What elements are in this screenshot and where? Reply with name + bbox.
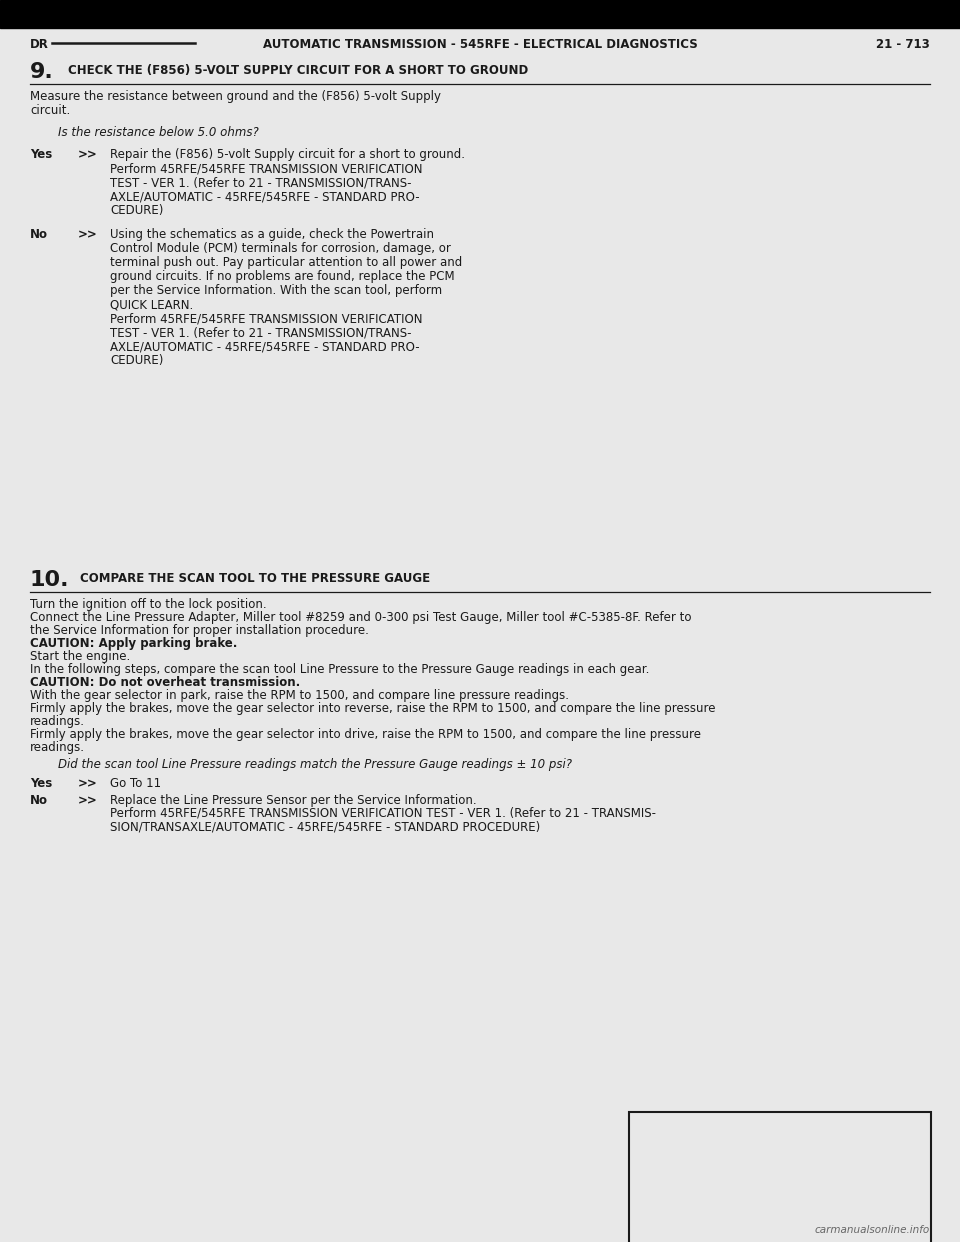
Text: SION/TRANSAXLE/AUTOMATIC - 45RFE/545RFE - STANDARD PROCEDURE): SION/TRANSAXLE/AUTOMATIC - 45RFE/545RFE … <box>110 820 540 833</box>
Text: COMPARE THE SCAN TOOL TO THE PRESSURE GAUGE: COMPARE THE SCAN TOOL TO THE PRESSURE GA… <box>80 573 430 585</box>
Text: AXLE/AUTOMATIC - 45RFE/545RFE - STANDARD PRO-: AXLE/AUTOMATIC - 45RFE/545RFE - STANDARD… <box>110 340 420 353</box>
Text: No: No <box>30 794 48 807</box>
Text: Turn the ignition off to the lock position.: Turn the ignition off to the lock positi… <box>30 597 267 611</box>
Bar <box>0 0 960 29</box>
Text: Start the engine.: Start the engine. <box>30 650 131 663</box>
Text: AUTOMATIC TRANSMISSION - 545RFE - ELECTRICAL DIAGNOSTICS: AUTOMATIC TRANSMISSION - 545RFE - ELECTR… <box>263 39 697 51</box>
Text: TEST - VER 1. (Refer to 21 - TRANSMISSION/TRANS-: TEST - VER 1. (Refer to 21 - TRANSMISSIO… <box>110 325 412 339</box>
Text: CEDURE): CEDURE) <box>110 354 163 366</box>
Text: carmanualsonline.info: carmanualsonline.info <box>815 1225 930 1235</box>
Text: >>: >> <box>78 794 98 807</box>
Text: With the gear selector in park, raise the RPM to 1500, and compare line pressure: With the gear selector in park, raise th… <box>30 689 569 702</box>
Text: 21 - 713: 21 - 713 <box>876 39 930 51</box>
Text: >>: >> <box>78 229 98 241</box>
Text: Perform 45RFE/545RFE TRANSMISSION VERIFICATION: Perform 45RFE/545RFE TRANSMISSION VERIFI… <box>110 161 422 175</box>
Text: TEST - VER 1. (Refer to 21 - TRANSMISSION/TRANS-: TEST - VER 1. (Refer to 21 - TRANSMISSIO… <box>110 176 412 189</box>
Text: CEDURE): CEDURE) <box>110 204 163 217</box>
Text: readings.: readings. <box>30 741 85 754</box>
Text: Firmly apply the brakes, move the gear selector into reverse, raise the RPM to 1: Firmly apply the brakes, move the gear s… <box>30 702 715 715</box>
Text: Perform 45RFE/545RFE TRANSMISSION VERIFICATION TEST - VER 1. (Refer to 21 - TRAN: Perform 45RFE/545RFE TRANSMISSION VERIFI… <box>110 807 656 820</box>
Text: terminal push out. Pay particular attention to all power and: terminal push out. Pay particular attent… <box>110 256 463 270</box>
Text: Control Module (PCM) terminals for corrosion, damage, or: Control Module (PCM) terminals for corro… <box>110 242 451 255</box>
Text: circuit.: circuit. <box>30 104 70 117</box>
Text: per the Service Information. With the scan tool, perform: per the Service Information. With the sc… <box>110 284 443 297</box>
Text: Using the schematics as a guide, check the Powertrain: Using the schematics as a guide, check t… <box>110 229 434 241</box>
Text: QUICK LEARN.: QUICK LEARN. <box>110 298 193 310</box>
Text: No: No <box>30 229 48 241</box>
Text: Perform 45RFE/545RFE TRANSMISSION VERIFICATION: Perform 45RFE/545RFE TRANSMISSION VERIFI… <box>110 312 422 325</box>
Text: CAUTION: Apply parking brake.: CAUTION: Apply parking brake. <box>30 637 237 650</box>
Text: >>: >> <box>78 777 98 790</box>
Text: DR: DR <box>30 39 49 51</box>
Text: Go To 11: Go To 11 <box>110 777 161 790</box>
Text: >>: >> <box>78 148 98 161</box>
Text: Replace the Line Pressure Sensor per the Service Information.: Replace the Line Pressure Sensor per the… <box>110 794 476 807</box>
Text: Yes: Yes <box>30 148 52 161</box>
Bar <box>629 1112 931 1242</box>
Text: Measure the resistance between ground and the (F856) 5-volt Supply: Measure the resistance between ground an… <box>30 89 441 103</box>
Text: In the following steps, compare the scan tool Line Pressure to the Pressure Gaug: In the following steps, compare the scan… <box>30 663 649 676</box>
Text: Did the scan tool Line Pressure readings match the Pressure Gauge readings ± 10 : Did the scan tool Line Pressure readings… <box>58 758 572 771</box>
Text: ground circuits. If no problems are found, replace the PCM: ground circuits. If no problems are foun… <box>110 270 455 283</box>
Text: Is the resistance below 5.0 ohms?: Is the resistance below 5.0 ohms? <box>58 125 259 139</box>
Text: Yes: Yes <box>30 777 52 790</box>
Text: Firmly apply the brakes, move the gear selector into drive, raise the RPM to 150: Firmly apply the brakes, move the gear s… <box>30 728 701 741</box>
Text: 9.: 9. <box>30 62 54 82</box>
Text: CHECK THE (F856) 5-VOLT SUPPLY CIRCUIT FOR A SHORT TO GROUND: CHECK THE (F856) 5-VOLT SUPPLY CIRCUIT F… <box>68 65 528 77</box>
Text: CAUTION: Do not overheat transmission.: CAUTION: Do not overheat transmission. <box>30 676 300 689</box>
Text: the Service Information for proper installation procedure.: the Service Information for proper insta… <box>30 623 369 637</box>
Text: Repair the (F856) 5-volt Supply circuit for a short to ground.: Repair the (F856) 5-volt Supply circuit … <box>110 148 465 161</box>
Text: 10.: 10. <box>30 570 69 590</box>
Text: Connect the Line Pressure Adapter, Miller tool #8259 and 0-300 psi Test Gauge, M: Connect the Line Pressure Adapter, Mille… <box>30 611 691 623</box>
Text: readings.: readings. <box>30 715 85 728</box>
Text: AXLE/AUTOMATIC - 45RFE/545RFE - STANDARD PRO-: AXLE/AUTOMATIC - 45RFE/545RFE - STANDARD… <box>110 190 420 202</box>
